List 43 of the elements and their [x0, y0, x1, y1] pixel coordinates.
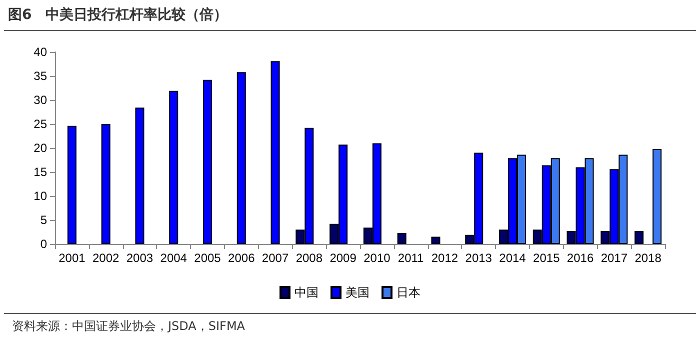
x-tick-label: 2003 [126, 251, 154, 265]
x-tick-label: 2006 [228, 251, 256, 265]
y-tick-label: 0 [40, 237, 48, 251]
bar [236, 72, 246, 244]
legend-label: 日本 [396, 286, 420, 300]
y-tick-label: 30 [34, 93, 48, 107]
y-tick-label: 40 [34, 45, 48, 59]
bar [431, 236, 440, 244]
x-tick-label: 2017 [600, 251, 628, 265]
x-tick-label: 2018 [634, 251, 662, 265]
y-tick-label: 25 [34, 117, 48, 131]
bar [270, 61, 280, 244]
bar [203, 80, 212, 244]
bar [634, 231, 644, 244]
x-tick-label: 2015 [533, 251, 560, 265]
y-tick-label: 5 [40, 213, 48, 227]
x-tick-label: 2011 [398, 251, 424, 265]
bar [101, 124, 110, 244]
bar [169, 90, 178, 244]
y-tick-label: 20 [34, 141, 48, 155]
bar [397, 232, 406, 244]
bar [135, 108, 144, 244]
x-tick-label: 2005 [194, 251, 222, 265]
chart-title: 图6 中美日投行杠杆率比较（倍） [8, 6, 228, 24]
y-tick-label: 15 [34, 165, 48, 179]
x-tick-label: 2012 [431, 251, 458, 265]
x-tick-label: 2001 [58, 251, 86, 265]
x-tick-label: 2013 [465, 251, 492, 265]
x-tick-label: 2002 [92, 251, 120, 265]
x-tick-label: 2014 [499, 251, 526, 265]
bar [652, 148, 662, 244]
legend-label: 美国 [346, 286, 370, 300]
text: 资料来源：中国证券业协会，JSDA，SIFMA [12, 318, 246, 335]
x-tick-label: 2007 [262, 251, 289, 265]
x-tick-label: 2008 [296, 251, 323, 265]
x-tick-label: 2010 [364, 251, 391, 265]
legend-label: 中国 [294, 286, 318, 300]
x-tick-label: 2016 [566, 251, 594, 265]
y-tick-label: 10 [34, 189, 48, 203]
bar [67, 126, 76, 244]
x-tick-label: 2009 [330, 251, 357, 265]
y-tick-label: 35 [34, 69, 48, 83]
x-tick-label: 2004 [160, 251, 188, 265]
